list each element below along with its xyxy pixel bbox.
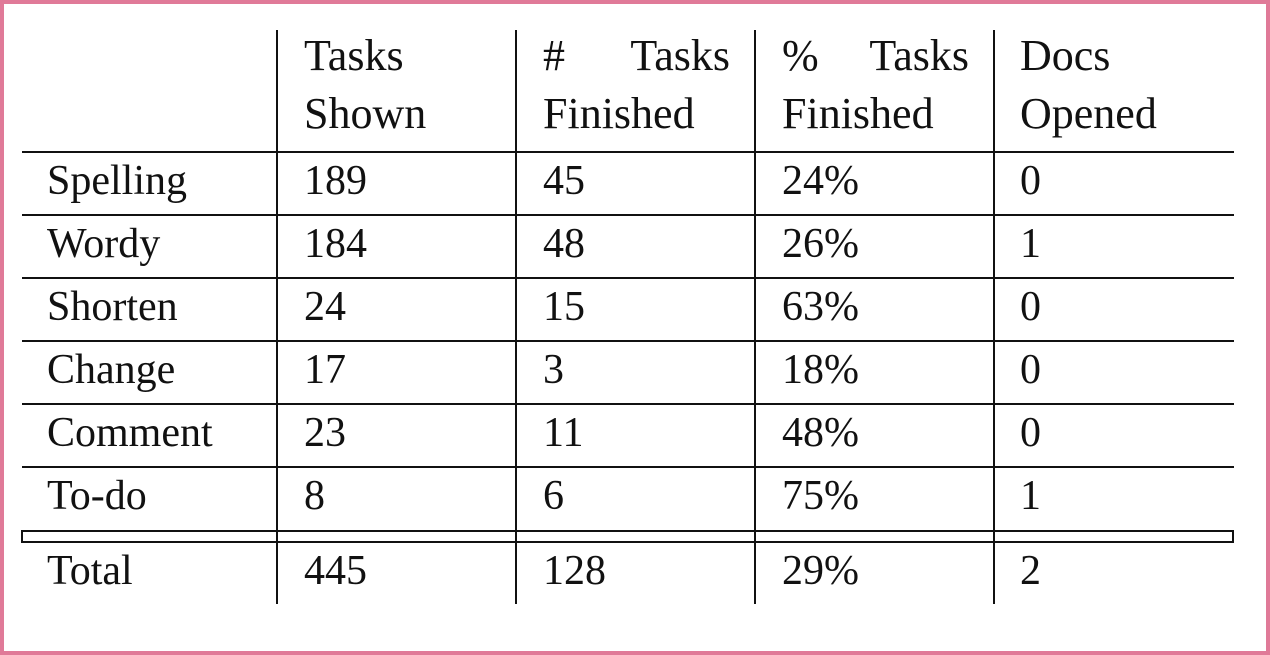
row-rule [22, 214, 1234, 216]
docs-opened-cell: 0 [1020, 158, 1041, 204]
tasks-finished-cell: 6 [543, 473, 564, 519]
tasks-finished-cell: 3 [543, 347, 564, 393]
row-rule [22, 403, 1234, 405]
percent-finished-cell: 26% [782, 221, 859, 267]
header-word: Tasks [630, 31, 730, 80]
header-word: Finished [543, 89, 695, 138]
header-percent-finished: % Tasks Finished [782, 27, 969, 143]
column-divider [754, 30, 756, 604]
row-label: Comment [47, 410, 213, 456]
docs-opened-cell: 0 [1020, 284, 1041, 330]
tasks-shown-cell: 17 [304, 347, 346, 393]
row-rule [22, 466, 1234, 468]
tasks-shown-cell: 184 [304, 221, 367, 267]
total-double-rule [21, 530, 23, 543]
docs-opened-cell: 0 [1020, 347, 1041, 393]
header-word: Tasks [869, 31, 969, 80]
row-label: Spelling [47, 158, 188, 204]
docs-opened-cell: 0 [1020, 410, 1041, 456]
header-tasks-finished: # Tasks Finished [543, 27, 730, 143]
total-double-rule [22, 530, 1234, 532]
percent-finished-cell: 48% [782, 410, 859, 456]
percent-finished-cell: 24% [782, 158, 859, 204]
total-docs-opened: 2 [1020, 548, 1041, 594]
row-label: Change [47, 347, 176, 393]
docs-opened-cell: 1 [1020, 473, 1041, 519]
header-rule [22, 151, 1234, 153]
header-word: Finished [782, 89, 934, 138]
column-divider [993, 30, 995, 604]
total-tasks-shown: 445 [304, 548, 367, 594]
tasks-shown-cell: 8 [304, 473, 325, 519]
tasks-shown-cell: 23 [304, 410, 346, 456]
column-divider [276, 30, 278, 604]
total-double-rule [1232, 530, 1234, 543]
header-word: Shown [304, 89, 427, 138]
percent-finished-cell: 75% [782, 473, 859, 519]
row-rule [22, 277, 1234, 279]
total-tasks-finished: 128 [543, 548, 606, 594]
header-word: Docs [1020, 31, 1111, 80]
tasks-finished-cell: 48 [543, 221, 585, 267]
tasks-finished-cell: 45 [543, 158, 585, 204]
docs-opened-cell: 1 [1020, 221, 1041, 267]
total-percent-finished: 29% [782, 548, 859, 594]
row-label: Shorten [47, 284, 178, 330]
header-docs-opened: Docs Opened [1020, 27, 1220, 143]
header-tasks-shown: Tasks Shown [304, 27, 504, 143]
header-word: % [782, 31, 819, 80]
header-word: Opened [1020, 89, 1157, 138]
tasks-shown-cell: 189 [304, 158, 367, 204]
row-label: To-do [47, 473, 147, 519]
percent-finished-cell: 63% [782, 284, 859, 330]
tasks-shown-cell: 24 [304, 284, 346, 330]
total-double-rule [22, 541, 1234, 543]
total-label: Total [47, 548, 133, 594]
header-word: # [543, 31, 565, 80]
tasks-finished-cell: 15 [543, 284, 585, 330]
percent-finished-cell: 18% [782, 347, 859, 393]
row-label: Wordy [47, 221, 161, 267]
tasks-finished-cell: 11 [543, 410, 584, 456]
header-word: Tasks [304, 31, 404, 80]
row-rule [22, 340, 1234, 342]
column-divider [515, 30, 517, 604]
